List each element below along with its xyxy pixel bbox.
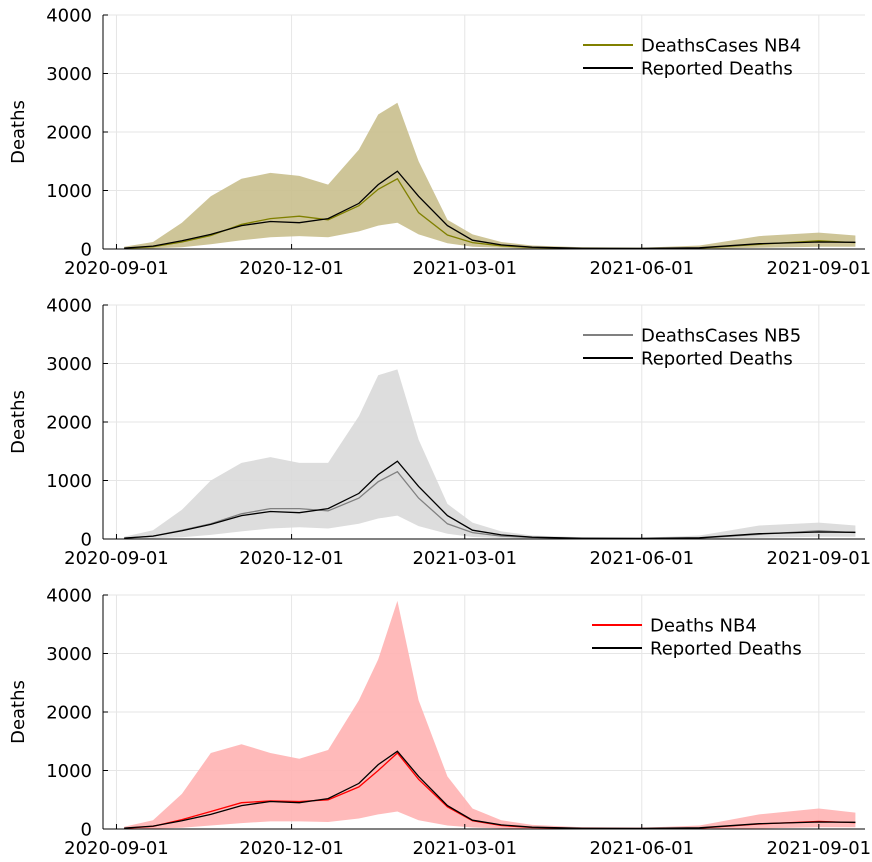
x-tick-label: 2020-09-01 [64,258,169,279]
x-tick-label: 2021-09-01 [767,258,872,279]
y-axis-label: Deaths [8,680,29,744]
y-tick-label: 0 [81,530,92,551]
series-line-2 [124,750,856,830]
y-tick-label: 3000 [46,64,92,85]
y-tick-label: 2000 [46,703,92,724]
x-tick-label: 2021-06-01 [589,548,694,569]
y-tick-label: 4000 [46,586,92,607]
y-tick-label: 1000 [46,471,92,492]
x-tick-label: 2020-12-01 [239,258,344,279]
chart-panel-1: 0 1000 2000 3000 4000 2020-09-01 2020-12-01 202… [8,6,871,280]
series-line-2 [124,460,856,540]
x-tick-label: 2021-03-01 [412,548,517,569]
y-tick-label: 0 [81,820,92,841]
y-tick-label: 4000 [46,6,92,27]
y-tick-label: 0 [81,240,92,261]
y-axis-label: Deaths [8,390,29,454]
legend-label: Deaths NB4 [650,616,757,637]
legend-label: Reported Deaths [641,349,793,370]
y-tick-label: 3000 [46,644,92,665]
legend-label: DeathsCases NB5 [641,326,801,347]
x-tick-label: 2021-06-01 [589,258,694,279]
y-tick-label: 1000 [46,761,92,782]
x-tick-label: 2021-09-01 [767,838,872,859]
x-tick-label: 2021-03-01 [412,838,517,859]
x-tick-label: 2020-09-01 [64,838,169,859]
y-axis-label: Deaths [8,100,29,164]
chart-panel-3: 0 1000 2000 3000 4000 2020-09-01 2020-12-01 202… [8,586,871,860]
legend-label: Reported Deaths [641,59,793,80]
y-tick-label: 2000 [46,123,92,144]
chart-panel-2: 0 1000 2000 3000 4000 2020-09-01 2020-12-01 202… [8,296,871,570]
x-tick-label: 2020-12-01 [239,838,344,859]
y-tick-label: 4000 [46,296,92,317]
x-tick-label: 2021-06-01 [589,838,694,859]
uncertainty-band [124,600,856,829]
x-tick-label: 2020-12-01 [239,548,344,569]
uncertainty-band [124,369,856,539]
y-tick-label: 2000 [46,413,92,434]
x-tick-label: 2021-03-01 [412,258,517,279]
uncertainty-band [124,102,856,249]
legend-label: DeathsCases NB4 [641,36,801,57]
y-tick-label: 1000 [46,181,92,202]
legend-label: Reported Deaths [650,639,802,660]
series-line-2 [124,170,856,250]
y-tick-label: 3000 [46,354,92,375]
x-tick-label: 2021-09-01 [767,548,872,569]
x-tick-label: 2020-09-01 [64,548,169,569]
